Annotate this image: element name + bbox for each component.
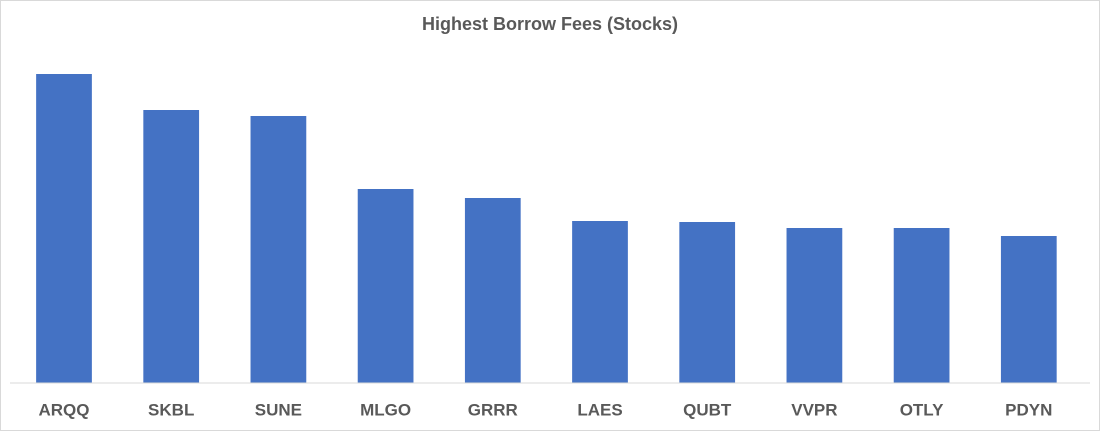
- x-tick-label: SUNE: [255, 400, 302, 419]
- bar: [143, 110, 200, 383]
- x-tick-label: MLGO: [360, 400, 411, 419]
- chart-title: Highest Borrow Fees (Stocks): [422, 14, 678, 34]
- bar: [464, 198, 521, 383]
- bar: [36, 74, 92, 383]
- x-tick-label: ARQQ: [39, 400, 90, 419]
- x-tick-label: OTLY: [900, 400, 944, 419]
- x-tick-label: LAES: [577, 400, 622, 419]
- x-tick-label: GRRR: [468, 400, 518, 419]
- bar: [786, 228, 843, 383]
- x-tick-label: PDYN: [1005, 400, 1052, 419]
- bar: [572, 221, 628, 383]
- bar: [679, 222, 736, 383]
- bar: [250, 116, 307, 383]
- x-tick-label: VVPR: [791, 400, 837, 419]
- bar: [893, 228, 950, 383]
- bar: [1000, 236, 1057, 383]
- bar: [357, 189, 414, 383]
- x-tick-label: QUBT: [683, 400, 732, 419]
- x-tick-label: SKBL: [148, 400, 194, 419]
